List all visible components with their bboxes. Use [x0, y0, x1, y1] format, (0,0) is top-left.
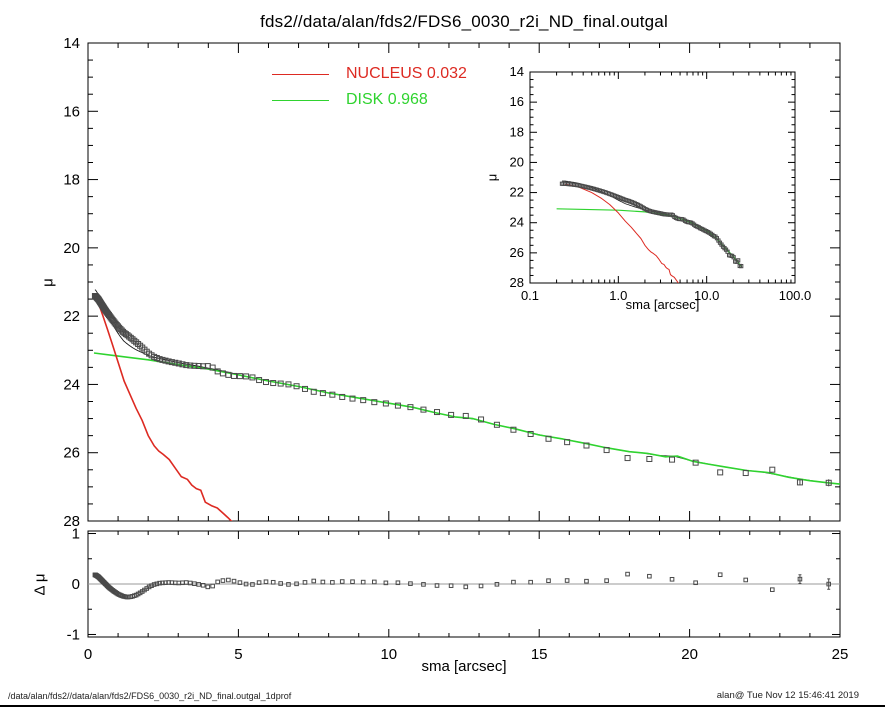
tick-label: 10.0 [694, 288, 719, 303]
tick-label: 24 [510, 215, 524, 230]
inset-plot: 14 16 18 20 22 24 26 280.1 1.0 10.0 100.0 [510, 64, 812, 303]
disk-line [93, 352, 840, 485]
residual-y-axis-title: Δ μ [31, 573, 49, 596]
disk-legend-label: DISK 0.968 [346, 91, 428, 108]
output-file-path: /data/alan/fds2//data/alan/fds2/FDS6_003… [8, 691, 292, 701]
tick-label: 22 [510, 185, 524, 200]
x-axis-title: sma [arcsec] [421, 658, 507, 675]
main-y-axis-title: μ [39, 278, 57, 287]
tick-label: 15 [531, 646, 548, 663]
tick-label: 20 [681, 646, 698, 663]
tick-label: 28 [63, 513, 80, 530]
nucleus-legend-label: NUCLEUS 0.032 [346, 65, 467, 82]
main-plot: 14 16 18 20 22 24 26 28 [63, 35, 841, 530]
inset-y-axis-title: μ [484, 173, 500, 182]
tick-label: 16 [510, 94, 524, 109]
tick-label: 26 [510, 245, 524, 260]
tick-label: 18 [510, 124, 524, 139]
legend-item-nucleus: NUCLEUS 0.032 [272, 64, 467, 84]
tick-label: 20 [510, 154, 524, 169]
tick-label: 26 [63, 445, 80, 462]
inset-series [556, 180, 744, 283]
tick-label: -1 [67, 626, 80, 643]
data-points [91, 293, 832, 487]
tick-label: 5 [234, 646, 242, 663]
tick-label: 18 [63, 172, 80, 189]
tick-label: 25 [832, 646, 849, 663]
page-title: fds2//data/alan/fds2/FDS6_0030_r2i_ND_fi… [260, 12, 668, 31]
inset-data-points [559, 181, 744, 269]
user-timestamp: alan@ Tue Nov 12 15:46:41 2019 [716, 690, 859, 701]
disk-legend-line [272, 99, 329, 101]
tick-label: 28 [510, 275, 524, 290]
tick-label: 0.1 [521, 288, 539, 303]
main-series [91, 289, 840, 521]
tick-label: 14 [510, 64, 524, 79]
tick-label: 1.0 [609, 288, 627, 303]
tick-label: 1 [72, 526, 80, 543]
tick-label: 20 [63, 240, 80, 257]
tick-label: 16 [63, 103, 80, 120]
residual-points [92, 571, 832, 600]
tick-label: 0 [84, 646, 92, 663]
tick-label: 14 [63, 35, 80, 52]
inset-x-axis-title: sma [arcsec] [625, 297, 700, 312]
nucleus-legend-line [272, 73, 329, 75]
residual-plot: 10-10 5 10 15 20 25 [67, 526, 849, 663]
tick-label: 0 [72, 576, 80, 593]
nucleus-line [94, 297, 233, 521]
tick-label: 22 [63, 308, 80, 325]
tick-label: 24 [63, 376, 80, 393]
tick-label: 100.0 [779, 288, 812, 303]
bottom-divider [0, 705, 885, 707]
legend-item-disk: DISK 0.968 [272, 90, 428, 110]
tick-label: 10 [380, 646, 397, 663]
